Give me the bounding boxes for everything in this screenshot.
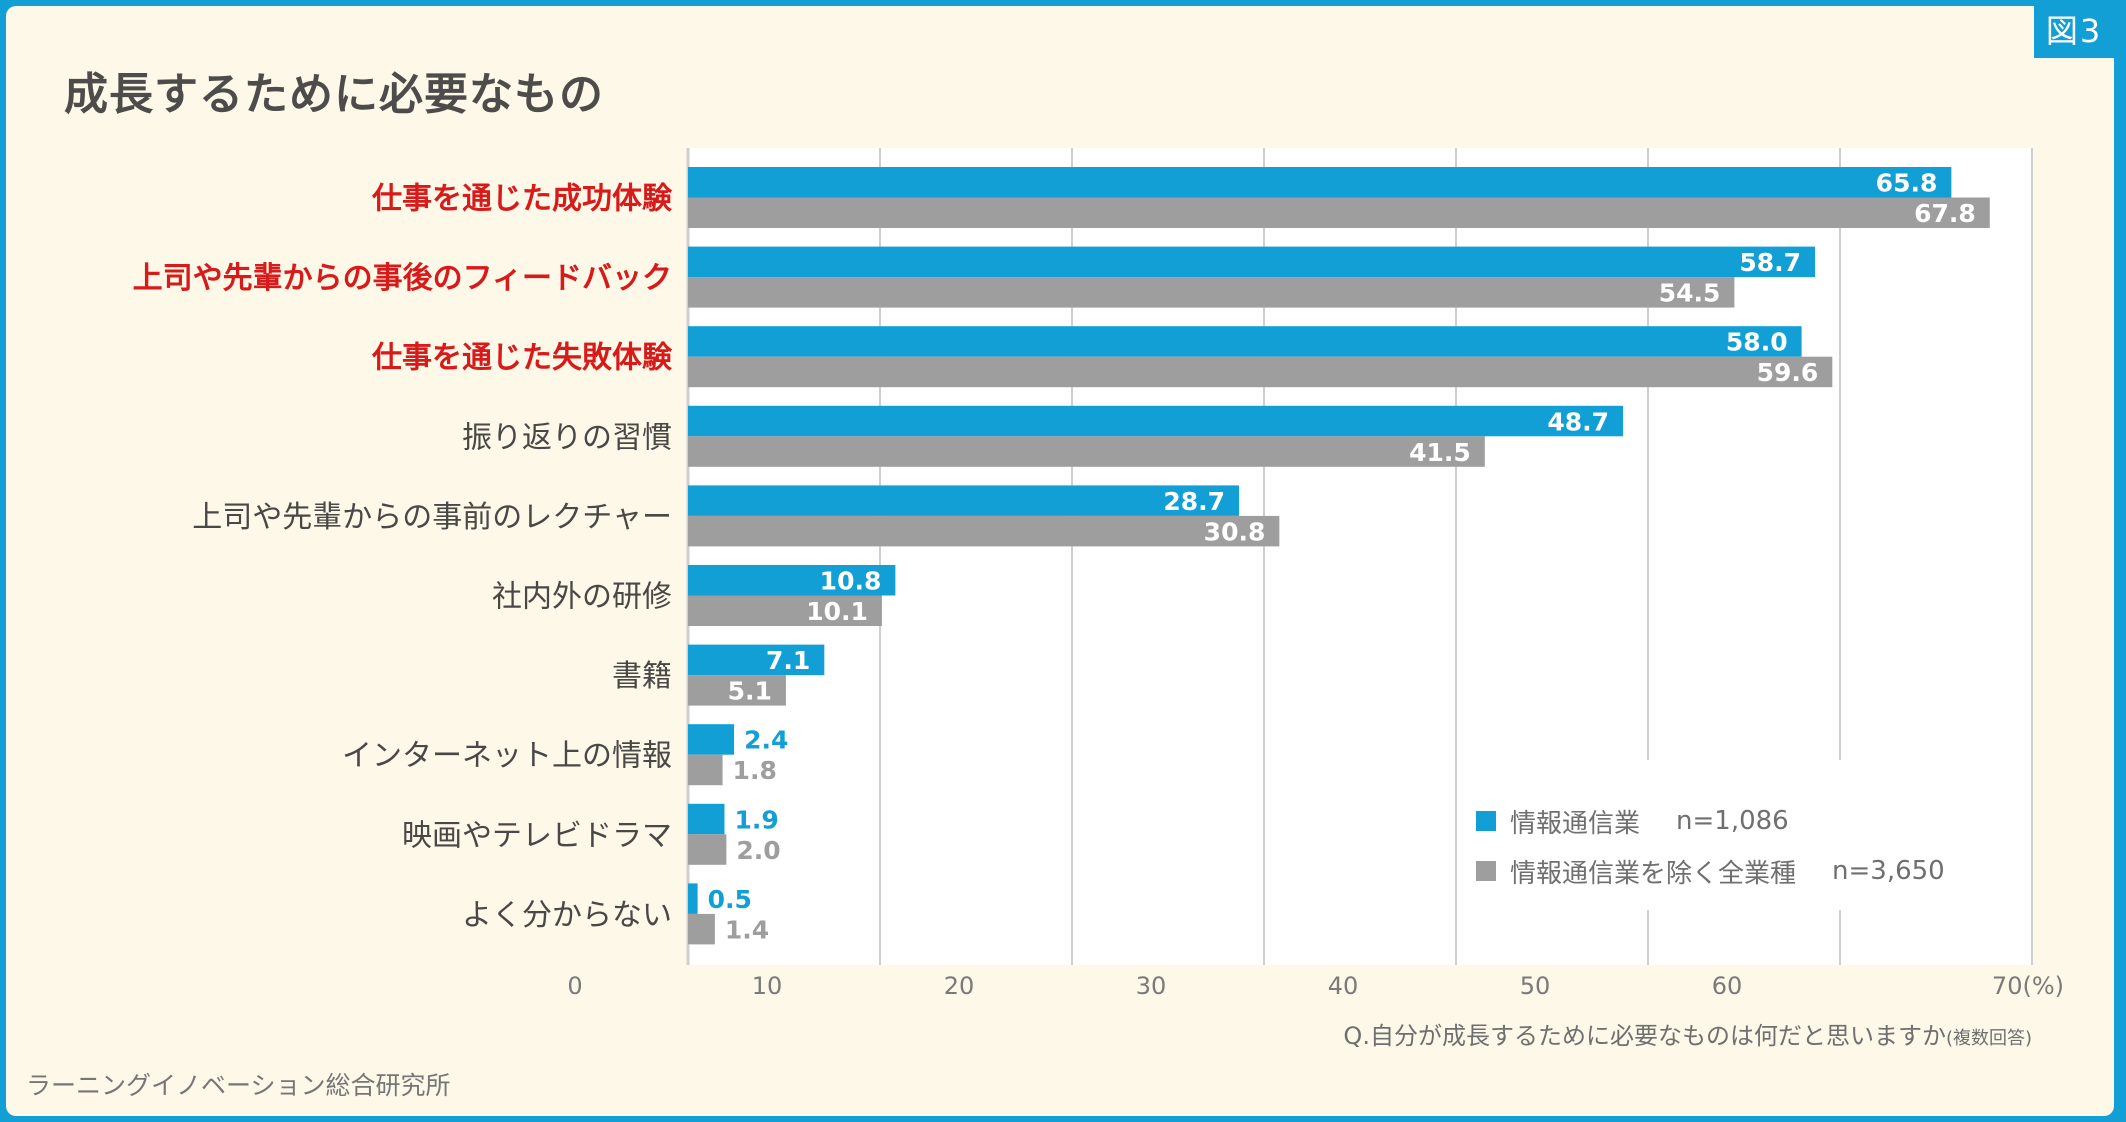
category-label: 映画やテレビドラマ xyxy=(402,818,672,853)
bar-ict xyxy=(688,405,1624,437)
bar-ict xyxy=(688,246,1816,278)
data-label: 65.8 xyxy=(1876,169,1938,198)
x-tick-label: 60 xyxy=(1712,972,1743,1000)
data-label: 58.0 xyxy=(1726,328,1788,357)
category-label: 書籍 xyxy=(612,659,672,694)
bar-others xyxy=(688,356,1833,388)
bar-others xyxy=(688,754,723,786)
category-label: 上司や先輩からの事後のフィードバック xyxy=(133,261,672,296)
data-label: 59.6 xyxy=(1757,358,1819,387)
data-label: 2.0 xyxy=(736,836,780,865)
bar-others xyxy=(688,675,786,706)
gridlines xyxy=(686,148,2033,965)
legend-background xyxy=(1462,760,1962,910)
x-tick-label: 40 xyxy=(1328,972,1359,1000)
category-label: 上司や先輩からの事前のレクチャー xyxy=(192,500,672,535)
bar-ict xyxy=(688,883,698,914)
data-label: 30.8 xyxy=(1204,517,1266,546)
x-tick-label: 30 xyxy=(1136,972,1167,1000)
category-label: よく分からない xyxy=(462,898,672,933)
source-credit: ラーニングイノベーション総合研究所 xyxy=(26,1071,451,1100)
legend-swatch-blue xyxy=(1476,811,1496,831)
category-label: 振り返りの習慣 xyxy=(462,420,672,455)
bar-others xyxy=(688,197,1990,228)
figure-number-badge: 図3 xyxy=(2034,6,2114,58)
data-label: 2.4 xyxy=(744,726,788,755)
bar-others xyxy=(688,913,715,945)
bar-others xyxy=(688,277,1735,308)
x-tick-label: 0 xyxy=(567,972,582,1000)
bar-ict xyxy=(688,326,1802,357)
data-label: 0.5 xyxy=(708,885,752,914)
x-axis-ticks: 0 10 20 30 40 50 60 70(%) xyxy=(567,972,2064,1000)
bar-ict xyxy=(688,167,1952,198)
category-labels: 仕事を通じた成功体験上司や先輩からの事後のフィードバック仕事を通じた失敗体験振り… xyxy=(133,182,673,933)
data-label: 1.4 xyxy=(725,915,769,944)
bar-ict xyxy=(688,485,1240,516)
data-label: 54.5 xyxy=(1659,279,1721,308)
bar-others xyxy=(688,515,1280,547)
survey-question: Q.自分が成長するために必要なものは何だと思いますか(複数回答) xyxy=(1343,1016,2032,1051)
legend-label: 情報通信業 xyxy=(1510,808,1641,839)
legend: 情報通信業 n=1,086 情報通信業を除く全業種 n=3,650 xyxy=(1476,796,1945,896)
question-note: (複数回答) xyxy=(1945,1028,2032,1049)
data-label: 10.1 xyxy=(806,597,868,626)
legend-sample-size: n=1,086 xyxy=(1676,806,1789,836)
data-label: 48.7 xyxy=(1547,407,1609,436)
legend-sample-size: n=3,650 xyxy=(1832,856,1945,886)
category-label: 仕事を通じた失敗体験 xyxy=(371,341,673,376)
bar-ict xyxy=(688,724,735,755)
legend-swatch-gray xyxy=(1476,861,1496,881)
data-label: 58.7 xyxy=(1739,248,1801,277)
bar-others xyxy=(688,595,882,626)
data-label: 41.5 xyxy=(1409,438,1471,467)
category-label: インターネット上の情報 xyxy=(342,739,672,774)
category-label: 社内外の研修 xyxy=(492,580,672,615)
bar-ict xyxy=(688,803,725,835)
data-label: 67.8 xyxy=(1914,199,1976,228)
data-label: 28.7 xyxy=(1163,487,1225,516)
legend-item-ict: 情報通信業 n=1,086 xyxy=(1476,796,1945,846)
x-tick-label: 70(%) xyxy=(1992,972,2064,1000)
data-label: 1.9 xyxy=(734,805,778,834)
data-label: 5.1 xyxy=(728,677,772,706)
data-label: 7.1 xyxy=(766,646,810,675)
bars: 65.867.8 58.7 54.558.059.6 48.7 41.5 28.730.8… xyxy=(688,167,1990,945)
bar-others xyxy=(688,436,1485,467)
legend-label: 情報通信業を除く全業種 xyxy=(1510,858,1797,889)
data-label: 10.8 xyxy=(820,567,882,596)
x-tick-label: 50 xyxy=(1520,972,1551,1000)
bar-others xyxy=(688,834,727,865)
x-tick-label: 20 xyxy=(944,972,975,1000)
legend-item-others: 情報通信業を除く全業種 n=3,650 xyxy=(1476,846,1945,896)
question-text: Q.自分が成長するために必要なものは何だと思いますか xyxy=(1343,1022,1946,1050)
bar-ict xyxy=(688,565,896,596)
data-label: 1.8 xyxy=(733,756,777,785)
category-label: 仕事を通じた成功体験 xyxy=(371,182,673,217)
x-tick-label: 10 xyxy=(752,972,783,1000)
chart-title: 成長するために必要なもの xyxy=(64,69,604,120)
bar-ict xyxy=(688,644,825,676)
